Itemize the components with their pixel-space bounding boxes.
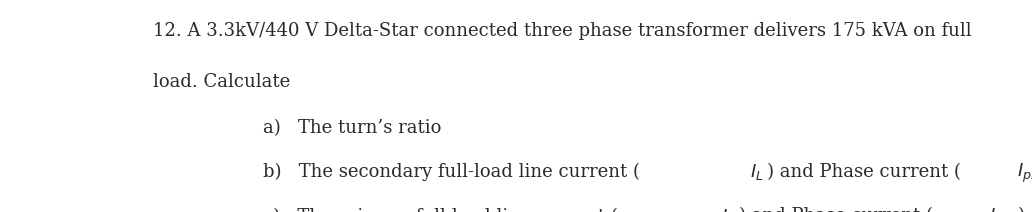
Text: a)   The turn’s ratio: a) The turn’s ratio bbox=[263, 120, 442, 138]
Text: b)   The secondary full-load line current (: b) The secondary full-load line current … bbox=[263, 163, 640, 181]
Text: ).: ). bbox=[1018, 208, 1031, 212]
Text: load. Calculate: load. Calculate bbox=[153, 73, 290, 91]
Text: ) and Phase current (: ) and Phase current ( bbox=[767, 163, 961, 181]
Text: $I_L$: $I_L$ bbox=[721, 206, 735, 212]
Text: c)   The primary full-load line current (: c) The primary full-load line current ( bbox=[263, 207, 618, 212]
Text: ) and Phase current (: ) and Phase current ( bbox=[739, 208, 933, 212]
Text: $I_{ph}$: $I_{ph}$ bbox=[1018, 162, 1032, 185]
Text: 12. A 3.3kV/440 V Delta-Star connected three phase transformer delivers 175 kVA : 12. A 3.3kV/440 V Delta-Star connected t… bbox=[153, 22, 971, 40]
Text: $I_{ph}$: $I_{ph}$ bbox=[989, 206, 1011, 212]
Text: $I_L$: $I_L$ bbox=[749, 162, 764, 182]
